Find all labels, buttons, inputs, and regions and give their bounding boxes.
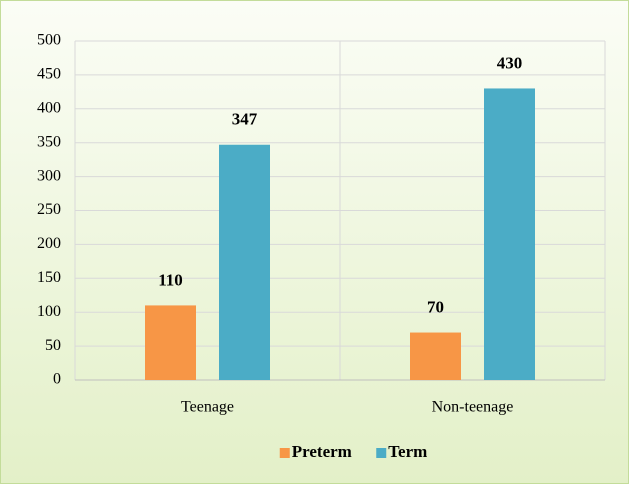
- y-tick-label: 300: [37, 167, 61, 184]
- y-tick-label: 100: [37, 303, 61, 320]
- y-tick-label: 250: [37, 201, 61, 218]
- data-label: 70: [427, 297, 444, 316]
- bar: [219, 144, 270, 380]
- data-label: 347: [232, 110, 258, 129]
- x-tick-label: Non-teenage: [432, 399, 514, 416]
- bar: [484, 88, 535, 381]
- legend-swatch: [279, 448, 290, 458]
- data-label: 110: [158, 270, 183, 289]
- y-tick-label: 450: [37, 66, 61, 83]
- y-tick-label: 400: [37, 99, 61, 116]
- y-tick-label: 0: [53, 371, 61, 388]
- bar: [410, 332, 461, 380]
- y-tick-label: 150: [37, 269, 61, 286]
- bar: [145, 305, 196, 380]
- legend-label: Preterm: [292, 442, 352, 461]
- legend-swatch: [376, 448, 387, 458]
- data-label: 430: [497, 53, 523, 72]
- y-tick-label: 50: [45, 337, 61, 354]
- y-tick-label: 200: [37, 235, 61, 252]
- y-tick-label: 500: [37, 32, 61, 49]
- legend-label: Term: [388, 442, 427, 461]
- x-tick-label: Teenage: [181, 399, 234, 416]
- y-tick-label: 350: [37, 133, 61, 150]
